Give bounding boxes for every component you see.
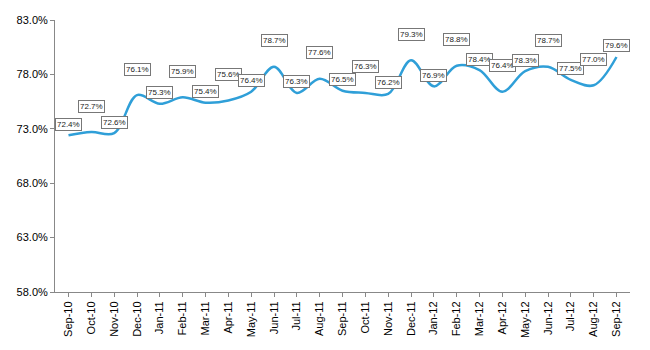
svg-text:Apr-12: Apr-12 bbox=[496, 301, 508, 334]
svg-text:78.0%: 78.0% bbox=[17, 68, 48, 80]
svg-text:79.6%: 79.6% bbox=[605, 41, 628, 50]
svg-text:76.2%: 76.2% bbox=[377, 78, 400, 87]
svg-text:78.3%: 78.3% bbox=[514, 56, 537, 65]
svg-text:75.4%: 75.4% bbox=[194, 87, 217, 96]
svg-text:Mar-11: Mar-11 bbox=[199, 301, 211, 335]
svg-text:78.7%: 78.7% bbox=[263, 36, 286, 45]
svg-text:Dec-11: Dec-11 bbox=[405, 301, 417, 336]
svg-text:Feb-11: Feb-11 bbox=[176, 301, 188, 335]
svg-text:Aug-11: Aug-11 bbox=[313, 301, 325, 336]
svg-text:Mar-12: Mar-12 bbox=[473, 301, 485, 336]
svg-text:77.5%: 77.5% bbox=[559, 64, 582, 73]
svg-text:Sep-10: Sep-10 bbox=[62, 301, 74, 336]
svg-text:76.9%: 76.9% bbox=[422, 71, 445, 80]
svg-text:78.8%: 78.8% bbox=[445, 35, 468, 44]
svg-text:72.4%: 72.4% bbox=[57, 120, 80, 129]
svg-text:Dec-10: Dec-10 bbox=[131, 301, 143, 336]
svg-text:Jun-12: Jun-12 bbox=[542, 301, 554, 335]
svg-text:May-11: May-11 bbox=[245, 301, 257, 337]
svg-text:68.0%: 68.0% bbox=[17, 177, 48, 189]
svg-text:Jan-12: Jan-12 bbox=[427, 301, 439, 335]
svg-text:Nov-11: Nov-11 bbox=[382, 301, 394, 336]
svg-text:76.4%: 76.4% bbox=[240, 76, 263, 85]
svg-text:Oct-11: Oct-11 bbox=[359, 301, 371, 333]
svg-text:63.0%: 63.0% bbox=[17, 231, 48, 243]
svg-text:76.3%: 76.3% bbox=[285, 77, 308, 86]
svg-text:Oct-10: Oct-10 bbox=[85, 301, 97, 334]
svg-text:75.3%: 75.3% bbox=[148, 88, 171, 97]
svg-text:Nov-10: Nov-10 bbox=[108, 301, 120, 336]
svg-text:77.6%: 77.6% bbox=[308, 48, 331, 57]
svg-text:Jan-11: Jan-11 bbox=[153, 301, 165, 334]
svg-text:Jul-11: Jul-11 bbox=[290, 301, 302, 330]
svg-text:76.4%: 76.4% bbox=[491, 61, 514, 70]
svg-text:75.6%: 75.6% bbox=[217, 70, 240, 79]
svg-text:77.0%: 77.0% bbox=[582, 55, 605, 64]
svg-text:75.9%: 75.9% bbox=[171, 67, 194, 76]
svg-text:78.4%: 78.4% bbox=[468, 55, 491, 64]
svg-text:76.1%: 76.1% bbox=[126, 65, 149, 74]
svg-text:Jul-12: Jul-12 bbox=[564, 301, 576, 331]
svg-text:73.0%: 73.0% bbox=[17, 123, 48, 135]
svg-text:Feb-12: Feb-12 bbox=[450, 301, 462, 336]
svg-text:83.0%: 83.0% bbox=[17, 14, 48, 26]
svg-text:72.7%: 72.7% bbox=[80, 102, 103, 111]
svg-text:72.6%: 72.6% bbox=[103, 118, 126, 127]
svg-text:Sep-12: Sep-12 bbox=[610, 301, 622, 336]
svg-text:Jun-11: Jun-11 bbox=[268, 301, 280, 334]
svg-text:May-12: May-12 bbox=[519, 301, 531, 338]
svg-text:58.0%: 58.0% bbox=[17, 286, 48, 298]
svg-text:Aug-12: Aug-12 bbox=[587, 301, 599, 336]
svg-text:Sep-11: Sep-11 bbox=[336, 301, 348, 336]
svg-text:76.3%: 76.3% bbox=[354, 62, 377, 71]
svg-text:Apr-11: Apr-11 bbox=[222, 301, 234, 333]
svg-text:78.7%: 78.7% bbox=[537, 36, 560, 45]
svg-text:76.5%: 76.5% bbox=[331, 75, 354, 84]
svg-text:79.3%: 79.3% bbox=[400, 30, 423, 39]
